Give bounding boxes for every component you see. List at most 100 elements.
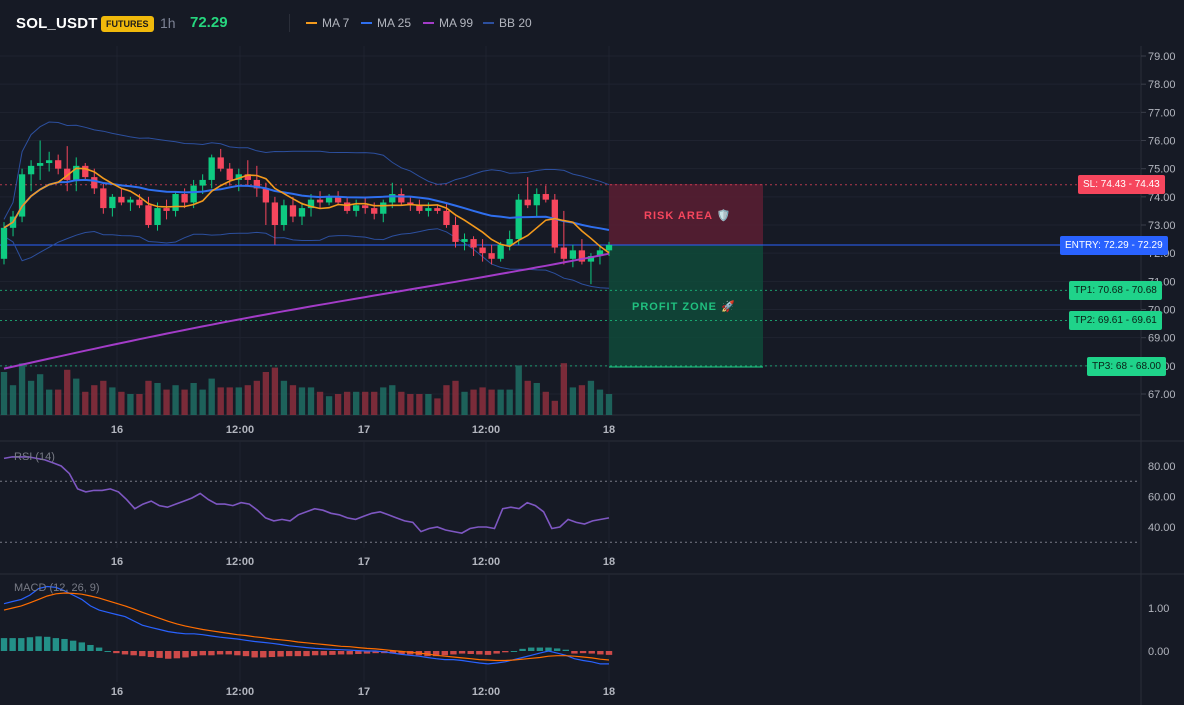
price-tick-label: 69.00 bbox=[1148, 333, 1176, 345]
legend-ma25[interactable]: MA 25 bbox=[361, 16, 411, 30]
macd-histogram-bar bbox=[536, 647, 544, 651]
volume-bar bbox=[343, 391, 351, 415]
legend-ma7[interactable]: MA 7 bbox=[306, 16, 349, 30]
symbol-title[interactable]: SOL_USDT bbox=[16, 15, 98, 32]
macd-histogram-bar bbox=[484, 651, 492, 655]
timeframe-selector[interactable]: 1h bbox=[160, 15, 176, 31]
candle-body bbox=[452, 225, 459, 242]
candle-body bbox=[533, 194, 540, 206]
volume-bar bbox=[389, 385, 396, 415]
macd-histogram-bar bbox=[104, 651, 111, 652]
time-tick-label: 18 bbox=[603, 686, 615, 698]
time-tick-label: 12:00 bbox=[472, 556, 500, 568]
volume-bars bbox=[0, 363, 613, 415]
candle-body bbox=[235, 174, 242, 180]
volume-bar bbox=[298, 387, 306, 415]
candle-body bbox=[524, 199, 531, 206]
macd-histogram-bar bbox=[182, 651, 189, 658]
volume-bar bbox=[199, 389, 206, 415]
macd-histogram-bar bbox=[545, 647, 552, 651]
macd-histogram-bar bbox=[363, 651, 371, 654]
legend-ma99[interactable]: MA 99 bbox=[423, 16, 473, 30]
candle-body bbox=[55, 160, 62, 169]
macd-histogram-bar bbox=[156, 651, 163, 658]
candle-body bbox=[443, 210, 450, 225]
time-tick-label: 16 bbox=[111, 424, 123, 436]
time-tick-label: 18 bbox=[603, 556, 615, 568]
volume-bar bbox=[9, 385, 17, 415]
time-tick-label: 17 bbox=[358, 556, 370, 568]
volume-bar bbox=[533, 383, 540, 415]
candle-body bbox=[343, 202, 351, 211]
volume-bar bbox=[515, 365, 522, 415]
volume-bar bbox=[434, 398, 441, 415]
price-tick-label: 77.00 bbox=[1148, 107, 1176, 119]
volume-bar bbox=[82, 391, 89, 415]
legend-ma99-label: MA 99 bbox=[439, 16, 474, 30]
candle-body bbox=[127, 199, 134, 203]
macd-histogram-bar bbox=[286, 651, 293, 657]
volume-bar bbox=[163, 389, 170, 415]
candle-body bbox=[226, 168, 233, 180]
candle-body bbox=[199, 179, 206, 186]
volume-bar bbox=[605, 394, 613, 415]
volume-bar bbox=[362, 391, 369, 415]
macd-histogram-bar bbox=[35, 636, 42, 651]
legend-bb20[interactable]: BB 20 bbox=[483, 16, 532, 30]
rsi-tick-label: 60.00 bbox=[1148, 492, 1176, 504]
candle-body bbox=[253, 179, 260, 189]
candlesticks bbox=[0, 140, 613, 285]
macd-histogram-bar bbox=[260, 651, 267, 658]
macd-tick-label: 0.00 bbox=[1148, 646, 1169, 658]
bb-upper-line bbox=[3, 121, 610, 220]
volume-bar bbox=[190, 383, 197, 415]
volume-bar bbox=[488, 389, 495, 415]
macd-histogram-bar bbox=[173, 651, 181, 659]
volume-bar bbox=[380, 387, 387, 415]
volume-bar bbox=[470, 389, 477, 415]
volume-bar bbox=[569, 387, 577, 415]
candle-body bbox=[109, 196, 116, 209]
candle-body bbox=[515, 199, 522, 240]
rsi-tick-label: 40.00 bbox=[1148, 522, 1176, 534]
macd-histogram-bar bbox=[571, 651, 578, 654]
macd-histogram-bar bbox=[389, 651, 397, 654]
chart-header: SOL_USDT FUTURES 1h 72.29 MA 7 MA 25 MA … bbox=[0, 0, 1184, 46]
volume-bar bbox=[578, 385, 586, 415]
bb20-swatch bbox=[483, 22, 494, 24]
candle-body bbox=[488, 253, 495, 259]
candle-body bbox=[479, 247, 486, 254]
volume-bar bbox=[316, 391, 324, 415]
volume-bar bbox=[172, 385, 179, 415]
macd-histogram-bar bbox=[519, 648, 526, 651]
volume-bar bbox=[398, 391, 405, 415]
macd-histogram-bar bbox=[372, 651, 379, 654]
entry-tag: ENTRY: 72.29 - 72.29 bbox=[1060, 236, 1168, 255]
macd-histogram-bar bbox=[216, 651, 224, 655]
price-tick-label: 75.00 bbox=[1148, 164, 1176, 176]
volume-bar bbox=[452, 380, 459, 415]
volume-bar bbox=[244, 385, 251, 415]
candle-body bbox=[208, 157, 215, 180]
volume-bar bbox=[235, 387, 242, 415]
candle-body bbox=[163, 208, 170, 211]
rsi-line bbox=[3, 456, 610, 534]
macd-histogram-bar bbox=[26, 637, 34, 651]
bollinger-bands bbox=[3, 121, 610, 289]
candle-body bbox=[470, 239, 477, 248]
futures-badge: FUTURES bbox=[101, 16, 154, 32]
candle-body bbox=[307, 199, 315, 209]
time-tick-label: 12:00 bbox=[472, 424, 500, 436]
macd-histogram-bar bbox=[441, 651, 448, 656]
candle-body bbox=[118, 196, 125, 203]
macd-histogram-bar bbox=[320, 651, 327, 656]
candle-body bbox=[325, 196, 333, 203]
profit-zone bbox=[609, 245, 763, 367]
volume-bar bbox=[407, 394, 414, 415]
candle-body bbox=[578, 250, 586, 262]
volume-bar bbox=[551, 400, 558, 415]
time-tick-label: 12:00 bbox=[226, 556, 254, 568]
candle-body bbox=[190, 185, 197, 203]
candle-body bbox=[371, 208, 378, 214]
